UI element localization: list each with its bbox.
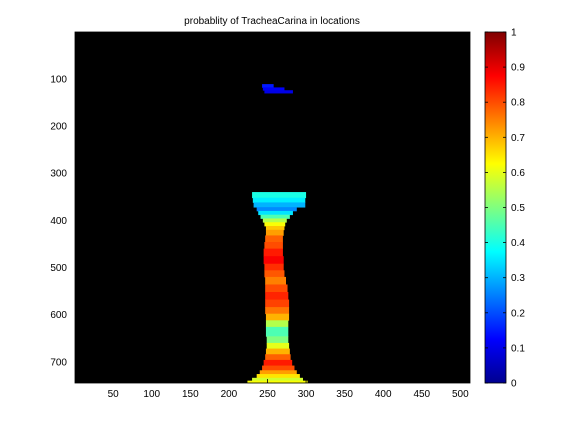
x-tick-label: 150 — [182, 389, 199, 400]
heatmap-cell — [265, 354, 291, 361]
colorbar-gradient — [485, 32, 506, 383]
heatmap-cell — [265, 299, 290, 308]
colorbar: 0 0.1 0.2 0.3 0.4 0.5 0.6 0.7 0.8 0.9 1 — [484, 28, 525, 390]
heatmap-cell — [253, 202, 306, 208]
heatmap-cell — [247, 380, 308, 384]
heatmap-cell — [263, 248, 283, 257]
y-tick-label: 700 — [50, 357, 67, 368]
heatmap-cell — [262, 218, 287, 223]
heatmap-cell — [252, 197, 306, 203]
heatmap-cell — [265, 284, 288, 293]
heatmap-cell — [264, 263, 284, 271]
heatmap-regions — [247, 84, 308, 384]
heatmap-cell — [265, 348, 290, 355]
heatmap-cell — [265, 326, 289, 337]
chart-title: probablity of TracheaCarina in locations — [184, 16, 360, 27]
y-tick-label: 100 — [50, 74, 67, 85]
colorbar-ticks: 0 0.1 0.2 0.3 0.4 0.5 0.6 0.7 0.8 0.9 1 — [485, 28, 525, 390]
colorbar-tick-label: 0.8 — [511, 98, 525, 109]
colorbar-tick-label: 0.2 — [511, 308, 525, 319]
x-tick-label: 250 — [259, 389, 276, 400]
heatmap-cell — [262, 87, 285, 91]
heatmap-cell — [258, 210, 293, 216]
colorbar-tick-label: 1 — [511, 28, 517, 39]
heatmap-cell — [259, 370, 297, 375]
heatmap-cell — [260, 214, 290, 219]
heatmap-cell — [265, 226, 285, 231]
heatmap-cell — [265, 229, 284, 236]
heatmap-cell — [256, 207, 297, 212]
colorbar-frame — [484, 31, 507, 384]
heatmap-cell — [252, 192, 307, 199]
colorbar-tick-label: 0.5 — [511, 203, 525, 214]
x-tick-label: 300 — [298, 389, 315, 400]
colorbar-tick-label: 0.9 — [511, 63, 525, 74]
heatmap-cell — [252, 377, 303, 382]
heatmap-cell — [264, 242, 283, 250]
colorbar-tick-label: 0.6 — [511, 168, 525, 179]
x-tick-label: 400 — [375, 389, 392, 400]
x-tick-label: 100 — [143, 389, 160, 400]
colorbar-tick-label: 0.1 — [511, 343, 525, 354]
x-tick-label: 450 — [413, 389, 430, 400]
colorbar-tick-label: 0 — [511, 379, 517, 390]
heatmap-cell — [265, 292, 289, 300]
x-tick-label: 500 — [452, 389, 469, 400]
heatmap-cell — [265, 320, 289, 328]
y-tick-label: 500 — [50, 263, 67, 274]
heatmap-cell — [263, 256, 284, 265]
heatmap-cell — [265, 307, 290, 315]
heatmap-cell — [265, 313, 290, 321]
heatmap-cell — [266, 336, 289, 344]
heatmap-cell — [264, 222, 286, 227]
heatmap-cell — [264, 270, 285, 278]
colorbar-tick-label: 0.4 — [511, 238, 525, 249]
plot-frame — [74, 31, 471, 384]
heatmap-cell — [266, 342, 290, 349]
heatmap-cell — [264, 90, 293, 94]
heatmap-cell — [263, 359, 293, 366]
x-tick-label: 350 — [336, 389, 353, 400]
y-tick-label: 400 — [50, 216, 67, 227]
y-tick-label: 300 — [50, 169, 67, 180]
y-tick-label: 200 — [50, 122, 67, 133]
x-tick-label: 200 — [221, 389, 238, 400]
colorbar-tick-label: 0.7 — [511, 133, 525, 144]
x-tick-label: 50 — [108, 389, 120, 400]
heatmap-cell — [265, 276, 286, 285]
heatmap-cell — [256, 374, 300, 379]
heatmap-cell — [262, 365, 295, 371]
axis-ticks: 50 100 150 200 250 300 350 400 450 500 100 200 300 40… — [50, 32, 470, 400]
colorbar-tick-label: 0.3 — [511, 273, 525, 284]
heatmap-cell — [262, 84, 274, 88]
heatmap-axes: 50 100 150 200 250 300 350 400 450 500 100 200 300 40… — [50, 31, 471, 400]
y-tick-label: 600 — [50, 310, 67, 321]
heatmap-cell — [265, 235, 283, 243]
